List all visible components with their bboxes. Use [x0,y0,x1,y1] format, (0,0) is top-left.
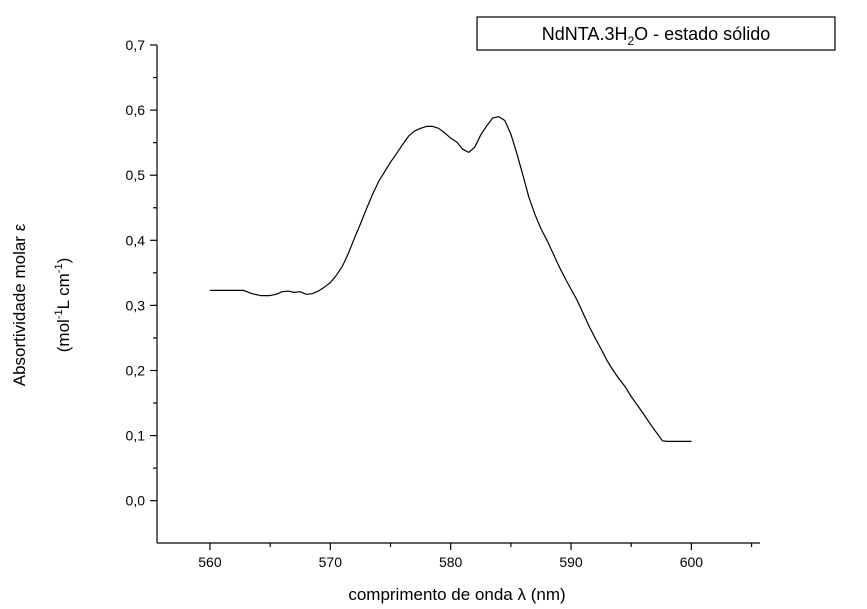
y-unit-mol: (mol [54,319,73,352]
chart-ticks: 0,0 0,1 0,2 0,3 0,4 0,5 0,6 0,7 560 570 580 590 600 [126,37,753,570]
y-unit-l-cm: L cm [54,273,73,309]
y-tick-label: 0,7 [126,37,146,53]
y-tick-label: 0,4 [126,232,146,248]
y-unit-sup2: -1 [53,263,65,273]
legend-label: NdNTA.3H2O - estado sólido [542,24,770,48]
legend-label-part2: O - estado sólido [634,24,770,44]
x-axis-title: comprimento de onda λ (nm) [348,585,565,604]
y-tick-label: 0,2 [126,362,146,378]
y-tick-label: 0,1 [126,428,146,444]
x-tick-label: 570 [319,554,343,570]
chart-axes [156,45,760,544]
y-tick-label: 0,3 [126,297,146,313]
legend: NdNTA.3H2O - estado sólido [476,16,836,51]
legend-label-subscript: 2 [627,34,634,48]
legend-box [476,16,836,51]
x-tick-label: 590 [559,554,583,570]
x-tick-label: 580 [439,554,463,570]
y-tick-label: 0,6 [126,102,146,118]
y-axis-title-line1: Absortividade molar ε [10,223,29,386]
x-tick-label: 600 [680,554,704,570]
y-unit-close: ) [54,258,73,264]
y-unit-sup1: -1 [53,309,65,319]
y-tick-label: 0,5 [126,167,146,183]
y-axis-title-line2: (mol-1L cm-1) [53,258,73,353]
series-line [210,115,692,442]
plot-area [210,115,692,442]
y-tick-label: 0,0 [126,493,146,509]
x-tick-label: 560 [198,554,222,570]
legend-label-part1: NdNTA.3H [542,24,628,44]
